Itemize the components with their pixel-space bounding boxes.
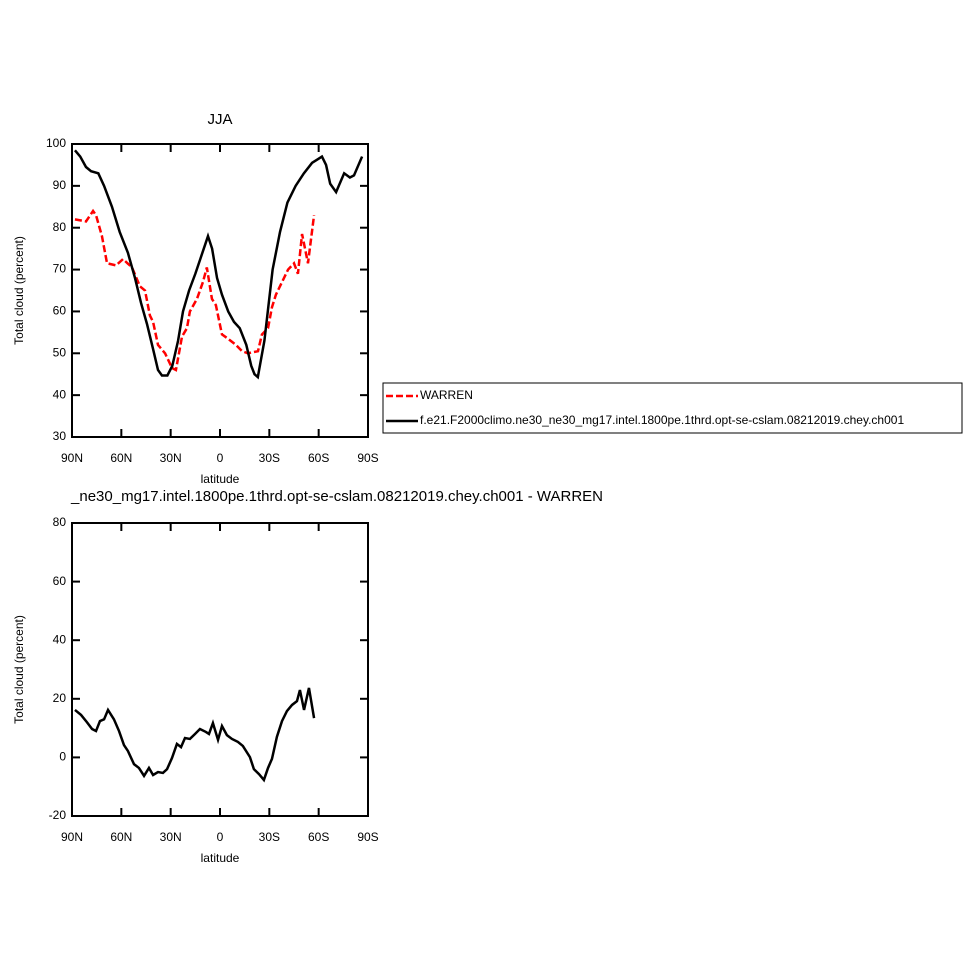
y-tick-label: 40: [53, 387, 67, 401]
x-tick-label: 60N: [110, 451, 132, 465]
x-tick-label: 0: [217, 830, 224, 844]
y-tick-label: 20: [53, 691, 67, 705]
y-tick-label: 30: [53, 429, 67, 443]
y-axis-label: Total cloud (percent): [12, 615, 26, 724]
y-tick-label: 40: [53, 632, 67, 646]
series-line: [74, 687, 316, 783]
series-line: [74, 149, 364, 380]
x-tick-label: 60S: [308, 830, 329, 844]
chart-title: _ne30_mg17.intel.1800pe.1thrd.opt-se-csl…: [70, 488, 603, 505]
y-tick-label: -20: [49, 808, 67, 822]
x-axis-label: latitude: [201, 472, 240, 486]
y-tick-label: 80: [53, 220, 67, 234]
series-line: [74, 208, 316, 372]
plot-frame: [71, 143, 369, 438]
chart-title: JJA: [207, 111, 232, 128]
y-tick-label: 0: [59, 750, 66, 764]
y-tick-label: 70: [53, 262, 67, 276]
y-tick-label: 60: [53, 304, 67, 318]
x-tick-label: 30N: [160, 451, 182, 465]
x-tick-label: 90N: [61, 830, 83, 844]
y-tick-label: 80: [53, 515, 67, 529]
x-tick-label: 30N: [160, 830, 182, 844]
legend-frame: [382, 382, 963, 434]
x-tick-label: 30S: [259, 451, 280, 465]
x-tick-label: 0: [217, 451, 224, 465]
y-tick-label: 90: [53, 178, 67, 192]
y-tick-label: 60: [53, 574, 67, 588]
x-tick-label: 90S: [357, 830, 378, 844]
plot-frame: [71, 522, 369, 817]
y-tick-label: 100: [46, 136, 66, 150]
legend-label: f.e21.F2000climo.ne30_ne30_mg17.intel.18…: [420, 413, 904, 427]
x-tick-label: 60N: [110, 830, 132, 844]
y-axis-label: Total cloud (percent): [12, 236, 26, 345]
legend-label: WARREN: [420, 388, 473, 402]
x-tick-label: 60S: [308, 451, 329, 465]
x-tick-label: 90S: [357, 451, 378, 465]
x-axis-label: latitude: [201, 851, 240, 865]
x-tick-label: 30S: [259, 830, 280, 844]
y-tick-label: 50: [53, 345, 67, 359]
x-tick-label: 90N: [61, 451, 83, 465]
